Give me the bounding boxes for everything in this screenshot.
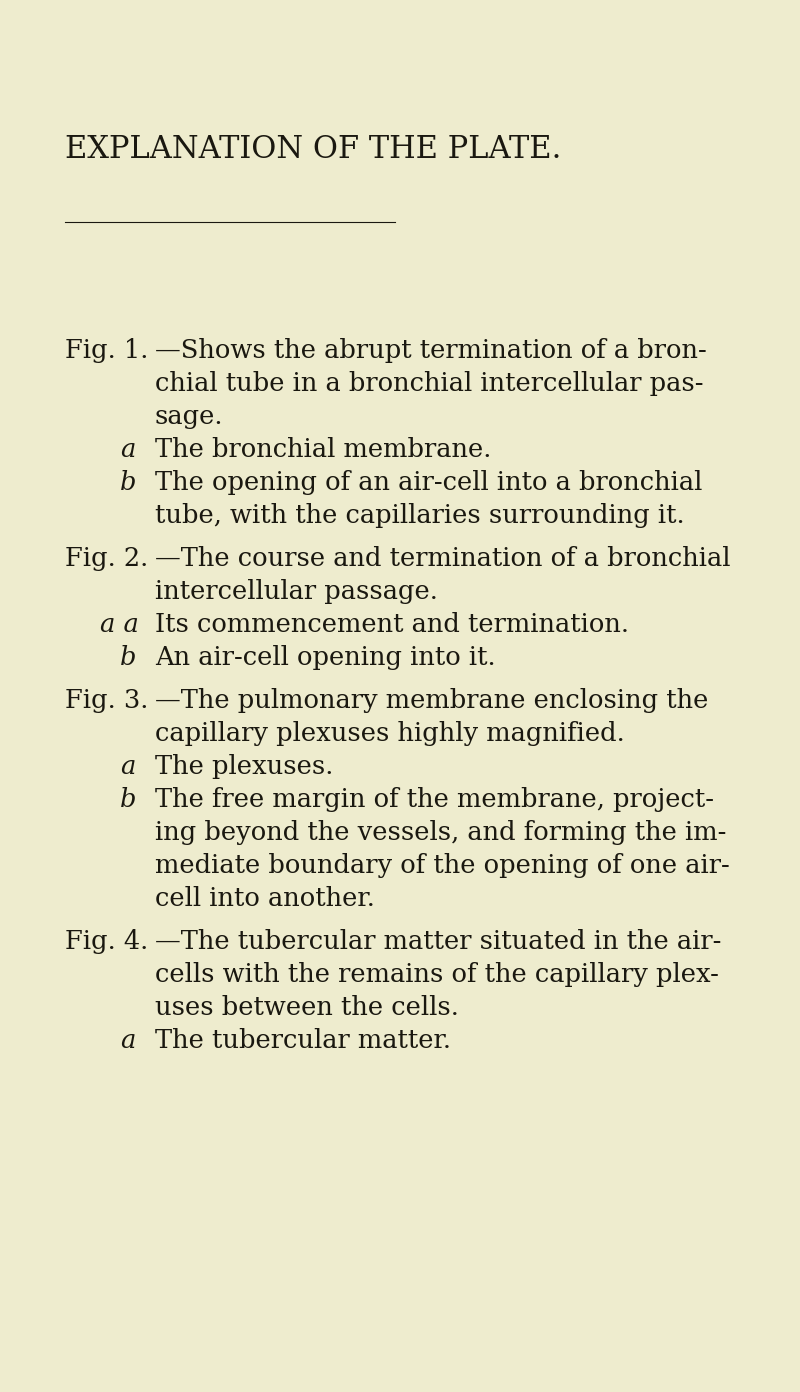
- Text: Fig. 3.: Fig. 3.: [65, 688, 148, 713]
- Text: tube, with the capillaries surrounding it.: tube, with the capillaries surrounding i…: [155, 503, 685, 528]
- Text: intercellular passage.: intercellular passage.: [155, 579, 438, 604]
- Text: —Shows the abrupt termination of a bron-: —Shows the abrupt termination of a bron-: [155, 338, 706, 363]
- Text: —The tubercular matter situated in the air-: —The tubercular matter situated in the a…: [155, 928, 722, 954]
- Text: mediate boundary of the opening of one air-: mediate boundary of the opening of one a…: [155, 853, 730, 878]
- Text: a: a: [120, 437, 135, 462]
- Text: —The pulmonary membrane enclosing the: —The pulmonary membrane enclosing the: [155, 688, 708, 713]
- Text: The bronchial membrane.: The bronchial membrane.: [155, 437, 491, 462]
- Text: cells with the remains of the capillary plex-: cells with the remains of the capillary …: [155, 962, 719, 987]
- Text: An air-cell opening into it.: An air-cell opening into it.: [155, 644, 496, 670]
- Text: The tubercular matter.: The tubercular matter.: [155, 1029, 451, 1052]
- Text: a: a: [120, 1029, 135, 1052]
- Text: b: b: [120, 786, 137, 812]
- Text: b: b: [120, 644, 137, 670]
- Text: chial tube in a bronchial intercellular pas-: chial tube in a bronchial intercellular …: [155, 372, 703, 395]
- Text: Its commencement and termination.: Its commencement and termination.: [155, 612, 629, 638]
- Text: The opening of an air-cell into a bronchial: The opening of an air-cell into a bronch…: [155, 470, 702, 496]
- Text: uses between the cells.: uses between the cells.: [155, 995, 459, 1020]
- Text: capillary plexuses highly magnified.: capillary plexuses highly magnified.: [155, 721, 625, 746]
- Text: a a: a a: [100, 612, 139, 638]
- Text: Fig. 2.: Fig. 2.: [65, 546, 148, 571]
- Text: a: a: [120, 754, 135, 780]
- Text: Fig. 1.: Fig. 1.: [65, 338, 148, 363]
- Text: The free margin of the membrane, project-: The free margin of the membrane, project…: [155, 786, 714, 812]
- Text: ing beyond the vessels, and forming the im-: ing beyond the vessels, and forming the …: [155, 820, 726, 845]
- Text: Fig. 4.: Fig. 4.: [65, 928, 148, 954]
- Text: cell into another.: cell into another.: [155, 885, 375, 910]
- Text: b: b: [120, 470, 137, 496]
- Text: sage.: sage.: [155, 404, 223, 429]
- Text: EXPLANATION OF THE PLATE.: EXPLANATION OF THE PLATE.: [65, 134, 562, 166]
- Text: The plexuses.: The plexuses.: [155, 754, 334, 780]
- Text: —The course and termination of a bronchial: —The course and termination of a bronchi…: [155, 546, 730, 571]
